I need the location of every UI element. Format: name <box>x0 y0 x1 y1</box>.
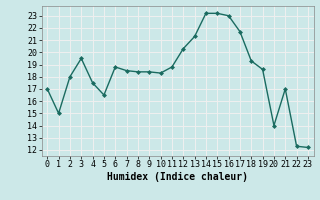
X-axis label: Humidex (Indice chaleur): Humidex (Indice chaleur) <box>107 172 248 182</box>
